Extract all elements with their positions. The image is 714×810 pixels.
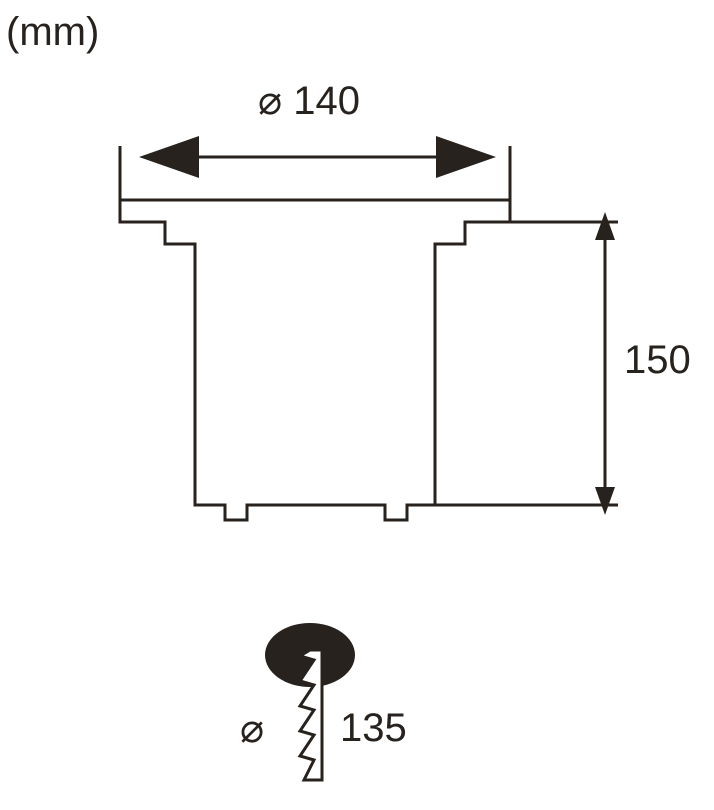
technical-drawing [0,0,714,810]
product-outline [120,200,510,520]
side-arrowhead-down [595,487,615,515]
side-arrowhead-up [595,212,615,240]
